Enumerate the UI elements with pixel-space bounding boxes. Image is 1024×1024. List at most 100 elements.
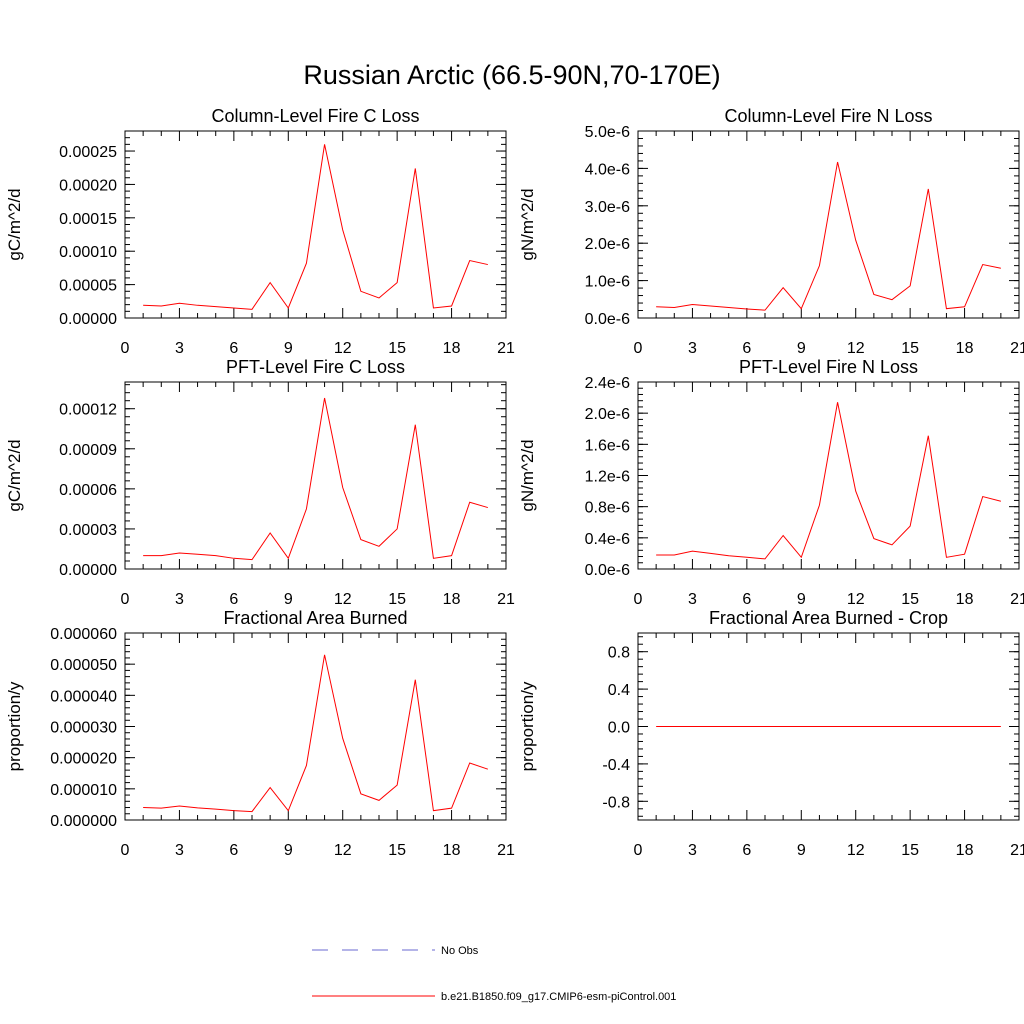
x-tick-label: 15 [388, 591, 406, 608]
x-tick-label: 3 [688, 340, 697, 357]
x-tick-label: 0 [121, 340, 130, 357]
y-tick-label: 4.0e-6 [585, 161, 630, 178]
panels: Column-Level Fire C Loss gC/m^2/d 0 3 6 9 12 15… [5, 106, 1024, 859]
y-tick-label: 0.000040 [50, 688, 117, 705]
x-tick-label: 15 [388, 340, 406, 357]
x-tick-label: 18 [443, 340, 461, 357]
plot-frame [124, 632, 507, 821]
legend-label-2: b.e21.B1850.f09_g17.CMIP6-esm-piControl.… [441, 991, 676, 1003]
x-tick-label: 12 [847, 591, 865, 608]
x-tick-label: 9 [284, 591, 293, 608]
y-tick-label: 1.0e-6 [585, 274, 630, 291]
y-tick-label: 0.8e-6 [585, 500, 630, 517]
y-tick-label: 0.00010 [59, 244, 117, 261]
panel-title: Fractional Area Burned - Crop [709, 608, 948, 628]
y-tick-label: 0.00009 [59, 442, 117, 459]
y-tick-label: 0.0 [608, 720, 630, 737]
series-line-1 [143, 397, 489, 561]
x-tick-label: 12 [334, 340, 352, 357]
x-tick-label: 3 [175, 591, 184, 608]
x-tick-label: 18 [956, 591, 974, 608]
y-tick-label: -0.4 [602, 757, 630, 774]
series-line-1 [656, 402, 1001, 560]
chart-panel-2: Column-Level Fire N Loss gN/m^2/d 0 3 6 9 12 15… [518, 106, 1024, 357]
y-axis-label: gC/m^2/d [5, 188, 24, 260]
x-tick-label: 6 [742, 591, 751, 608]
plot-frame [124, 130, 507, 319]
y-tick-label: 1.2e-6 [585, 469, 630, 486]
y-tick-label: 0.000020 [50, 751, 117, 768]
y-axis-label: proportion/y [5, 681, 24, 771]
panel-title: Fractional Area Burned [223, 608, 407, 628]
x-tick-label: 3 [688, 591, 697, 608]
x-tick-label: 3 [175, 340, 184, 357]
x-tick-label: 15 [901, 591, 919, 608]
y-tick-label: 0.00005 [59, 278, 117, 295]
series-line-1 [143, 654, 489, 813]
chart-panel-6: Fractional Area Burned - Crop proportion/… [518, 608, 1024, 859]
x-tick-label: 6 [229, 842, 238, 859]
y-tick-label: 0.000000 [50, 813, 117, 830]
y-tick-label: 2.4e-6 [585, 375, 630, 392]
x-tick-label: 3 [175, 842, 184, 859]
x-tick-label: 21 [497, 842, 515, 859]
y-tick-label: 0.00012 [59, 402, 117, 419]
chart-panel-3: PFT-Level Fire C Loss gC/m^2/d 0 3 6 9 12 15 18 2… [5, 357, 515, 608]
y-tick-label: 5.0e-6 [585, 124, 630, 141]
plot-frame [637, 130, 1020, 319]
figure-title: Russian Arctic (66.5-90N,70-170E) [303, 60, 720, 90]
y-tick-label: 0.00000 [59, 311, 117, 328]
y-tick-label: 0.4e-6 [585, 531, 630, 548]
x-tick-label: 12 [334, 842, 352, 859]
panel-title: PFT-Level Fire N Loss [739, 357, 918, 377]
y-tick-label: 3.0e-6 [585, 199, 630, 216]
y-tick-label: 0.000030 [50, 720, 117, 737]
plot-frame [124, 381, 507, 570]
x-tick-label: 0 [634, 842, 643, 859]
x-tick-label: 6 [742, 340, 751, 357]
y-tick-label: 0.8 [608, 645, 630, 662]
y-tick-label: -0.8 [602, 794, 630, 811]
x-tick-label: 9 [284, 340, 293, 357]
x-tick-label: 9 [797, 591, 806, 608]
y-tick-label: 0.000050 [50, 657, 117, 674]
y-tick-label: 0.0e-6 [585, 311, 630, 328]
x-tick-label: 21 [1010, 340, 1024, 357]
x-tick-label: 12 [334, 591, 352, 608]
panel-title: Column-Level Fire N Loss [724, 106, 932, 126]
y-tick-label: 0.00000 [59, 562, 117, 579]
x-tick-label: 9 [797, 340, 806, 357]
y-tick-label: 0.4 [608, 682, 630, 699]
y-tick-label: 0.00025 [59, 144, 117, 161]
x-tick-label: 21 [1010, 842, 1024, 859]
y-tick-label: 1.6e-6 [585, 437, 630, 454]
y-tick-label: 0.0e-6 [585, 562, 630, 579]
x-tick-label: 0 [634, 340, 643, 357]
y-tick-label: 0.000060 [50, 626, 117, 643]
y-tick-label: 0.00006 [59, 482, 117, 499]
x-tick-label: 15 [901, 842, 919, 859]
x-tick-label: 15 [901, 340, 919, 357]
y-axis-label: proportion/y [518, 681, 537, 771]
x-tick-label: 18 [443, 591, 461, 608]
chart-panel-5: Fractional Area Burned proportion/y 0 3 6 9 12… [5, 608, 515, 859]
y-tick-label: 2.0e-6 [585, 236, 630, 253]
x-tick-label: 6 [229, 340, 238, 357]
x-tick-label: 9 [284, 842, 293, 859]
x-tick-label: 21 [497, 591, 515, 608]
y-tick-label: 0.000010 [50, 782, 117, 799]
y-axis-label: gN/m^2/d [518, 188, 537, 260]
x-tick-label: 12 [847, 340, 865, 357]
y-axis-label: gN/m^2/d [518, 439, 537, 511]
series-line-1 [656, 161, 1001, 311]
y-tick-label: 2.0e-6 [585, 406, 630, 423]
series-line-1 [143, 144, 488, 310]
legend-label-1: No Obs [441, 945, 479, 957]
x-tick-label: 18 [956, 842, 974, 859]
legend: No Obs b.e21.B1850.f09_g17.CMIP6-esm-piCo… [312, 945, 676, 1003]
y-axis-label: gC/m^2/d [5, 439, 24, 511]
panel-title: Column-Level Fire C Loss [211, 106, 419, 126]
y-tick-label: 0.00015 [59, 211, 117, 228]
x-tick-label: 15 [388, 842, 406, 859]
x-tick-label: 18 [443, 842, 461, 859]
